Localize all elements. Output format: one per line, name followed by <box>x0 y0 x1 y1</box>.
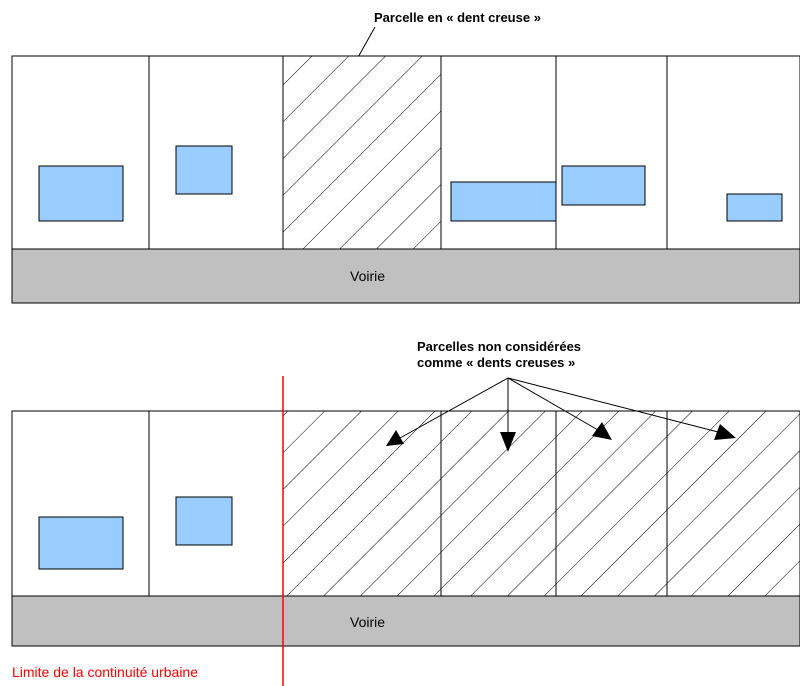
urban-continuity-limit-label: Limite de la continuité urbaine <box>12 664 198 680</box>
top-building-4 <box>561 165 646 206</box>
top-diagram: Parcelle en « dent creuse » Voirie <box>11 10 800 304</box>
bottom-arrow-4 <box>507 377 719 433</box>
bottom-parcel-hatched-5 <box>555 410 668 597</box>
bottom-road-label: Voirie <box>350 614 385 630</box>
bottom-building-2 <box>175 496 233 546</box>
bottom-callout-line1: Parcelles non considérées <box>417 339 581 354</box>
bottom-parcel-hatched-4 <box>440 410 557 597</box>
bottom-arrowhead-1 <box>386 430 404 446</box>
top-building-3 <box>450 181 557 222</box>
bottom-parcel-hatched-6 <box>666 410 800 597</box>
top-road <box>11 248 800 304</box>
top-road-label: Voirie <box>350 268 385 284</box>
top-parcel-vacant-hatched <box>282 55 442 250</box>
bottom-arrowhead-3 <box>592 422 612 440</box>
top-building-5 <box>726 193 783 222</box>
bottom-arrowhead-2 <box>500 432 516 452</box>
bottom-callout-line2: comme « dents creuses » <box>417 355 575 370</box>
bottom-diagram: Parcelles non considérées comme « dents … <box>11 339 800 686</box>
top-building-2 <box>175 145 233 195</box>
bottom-arrowhead-4 <box>714 424 736 440</box>
bottom-road <box>11 595 800 647</box>
top-building-1 <box>38 165 124 222</box>
bottom-building-1 <box>38 516 124 570</box>
bottom-arrow-1 <box>399 377 509 439</box>
bottom-parcel-hatched-3 <box>282 410 442 597</box>
top-callout-label: Parcelle en « dent creuse » <box>374 10 541 25</box>
top-parcel-5 <box>555 55 668 250</box>
bottom-arrow-3 <box>507 377 599 431</box>
